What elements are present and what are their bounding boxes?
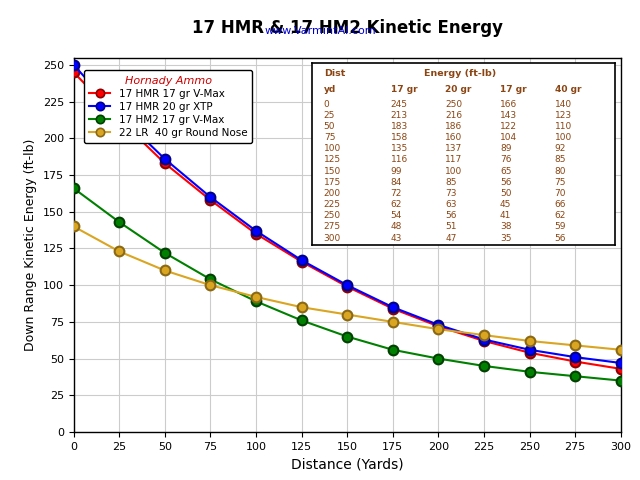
Legend: 17 HMR 17 gr V-Max, 17 HMR 20 gr XTP, 17 HM2 17 gr V-Max, 22 LR  40 gr Round Nos: 17 HMR 17 gr V-Max, 17 HMR 20 gr XTP, 17… xyxy=(84,70,253,143)
X-axis label: Distance (Yards): Distance (Yards) xyxy=(291,457,403,471)
Text: www.VarmintAl.com: www.VarmintAl.com xyxy=(264,26,376,36)
Title: 17 HMR & 17 HM2 Kinetic Energy: 17 HMR & 17 HM2 Kinetic Energy xyxy=(192,19,502,36)
Y-axis label: Down Range Kinetic Energy (ft-lb): Down Range Kinetic Energy (ft-lb) xyxy=(24,139,37,351)
